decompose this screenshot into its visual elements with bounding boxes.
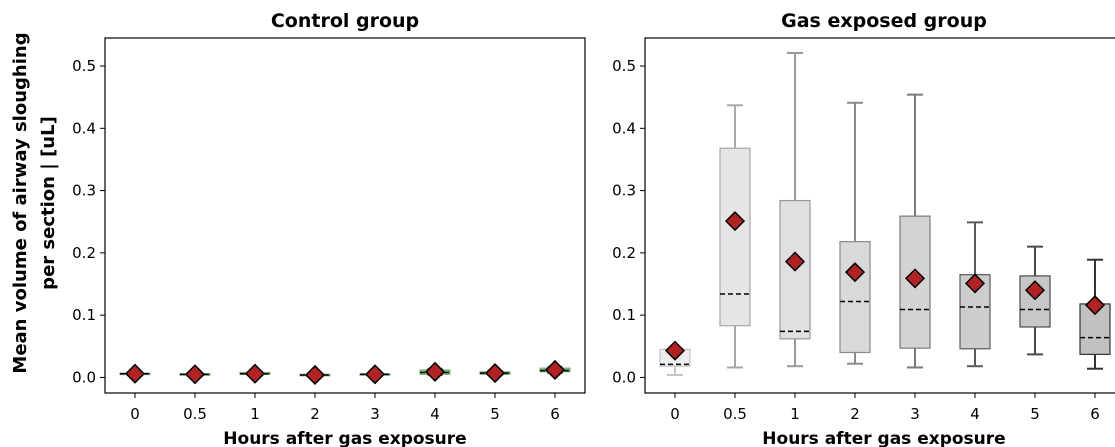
control-x-tick-label: 5 (490, 405, 500, 423)
control-y-tick-label: 0.0 (72, 368, 96, 386)
gas-x-tick-label: 1 (790, 405, 800, 423)
gas-box-0.5 (719, 147, 751, 327)
y-axis-label-line1: Mean volume of airway sloughing (10, 32, 31, 373)
gas-mean-marker-0.5 (724, 211, 746, 232)
control-y-tick-label: 0.4 (72, 119, 96, 137)
control-mean-marker-0.5 (184, 364, 206, 385)
control-mean-marker-0 (124, 363, 146, 384)
control-y-tick-label: 0.2 (72, 244, 96, 262)
gas-x-tick-label: 3 (910, 405, 920, 423)
control-mean-marker-4 (424, 361, 446, 382)
gas-x-tick-label: 4 (970, 405, 980, 423)
control-y-tick-label: 0.5 (72, 57, 96, 75)
control-x-tick-label: 0 (130, 405, 140, 423)
gas-x-tick-label: 5 (1030, 405, 1040, 423)
control-y-tick-label: 0.3 (72, 182, 96, 200)
gas-x-tick-label: 6 (1090, 405, 1100, 423)
gas-mean-marker-0 (664, 340, 686, 361)
gas-mean-marker-5 (1024, 280, 1046, 301)
gas-y-tick-label: 0.0 (612, 368, 636, 386)
control-group-plot: 0.0 0.1 0.2 0.3 0.4 0.5 0 0.5 1 2 3 4 5 6 (72, 57, 571, 423)
gas-mean-marker-1 (784, 251, 806, 272)
control-x-tick-label: 2 (310, 405, 320, 423)
gas-x-tick-label: 0.5 (723, 405, 747, 423)
control-x-tick-label: 1 (250, 405, 260, 423)
gas-x-tick-label: 2 (850, 405, 860, 423)
control-group-panel: Control group 0.0 0.1 0.2 0.3 0.4 0.5 0 0.5 1 2 3 4… (72, 10, 586, 447)
gas-y-tick-label: 0.1 (612, 306, 636, 324)
control-x-tick-label: 0.5 (183, 405, 207, 423)
gas-box-2 (839, 241, 871, 354)
control-x-tick-label: 4 (430, 405, 440, 423)
y-axis-label-line2: per section | [uL] (38, 116, 59, 290)
gas-y-tick-label: 0.5 (612, 57, 636, 75)
control-x-tick-label: 6 (550, 405, 560, 423)
control-mean-marker-1 (244, 363, 266, 384)
gas-y-tick-label: 0.4 (612, 119, 636, 137)
control-y-tick-label: 0.1 (72, 306, 96, 324)
gas-exposed-group-axes-frame (644, 37, 1115, 394)
gas-exposed-group-title: Gas exposed group (781, 10, 987, 32)
gas-mean-marker-4 (964, 273, 986, 294)
control-mean-marker-5 (484, 363, 506, 384)
control-x-tick-label: 3 (370, 405, 380, 423)
gas-exposed-group-plot: 0.0 0.1 0.2 0.3 0.4 0.5 0 0.5 1 2 3 4 5 6 (612, 51, 1111, 423)
gas-exposed-group-panel: Gas exposed group 0.0 0.1 0.2 0.3 0.4 0.5 0 0.5… (612, 10, 1115, 447)
gas-x-tick-label: 0 (670, 405, 680, 423)
control-mean-marker-2 (304, 364, 326, 385)
gas-y-tick-label: 0.3 (612, 182, 636, 200)
control-group-title: Control group (271, 10, 419, 32)
gas-mean-marker-6 (1084, 295, 1106, 316)
gas-exposed-group-x-axis-label: Hours after gas exposure (762, 429, 1005, 447)
gas-y-tick-label: 0.2 (612, 244, 636, 262)
gas-mean-marker-2 (844, 262, 866, 283)
control-group-x-axis-label: Hours after gas exposure (223, 429, 466, 447)
gas-mean-marker-3 (904, 268, 926, 289)
control-mean-marker-3 (364, 364, 386, 385)
control-group-axes-frame (104, 37, 586, 394)
control-mean-marker-6 (544, 359, 566, 381)
